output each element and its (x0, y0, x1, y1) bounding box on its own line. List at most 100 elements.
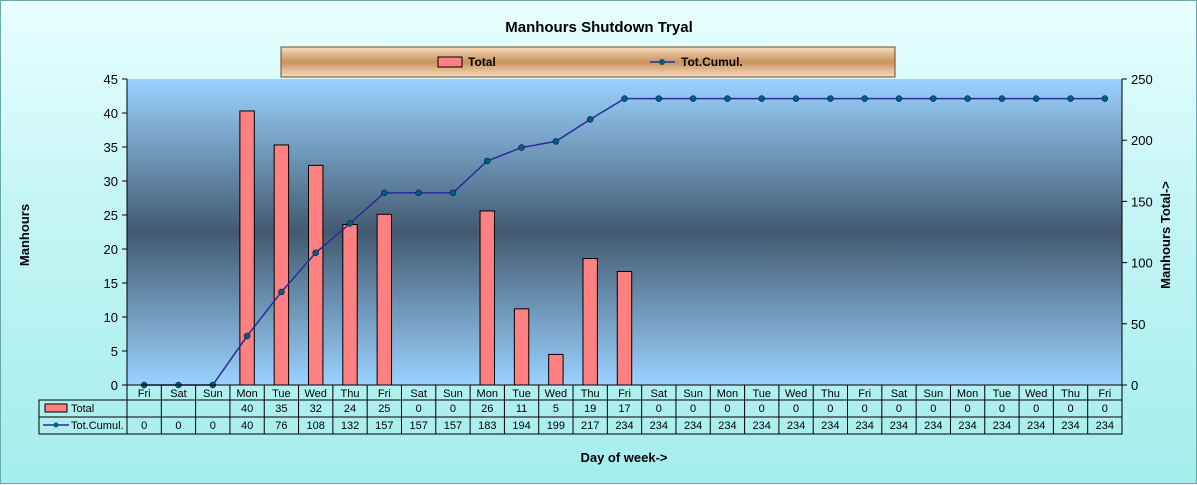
line-point (278, 288, 285, 296)
table-cell-cumul: 234 (855, 420, 873, 432)
table-cell-total: 25 (378, 403, 390, 415)
table-cell-cumul: 0 (210, 420, 216, 432)
x-tick-label: Fri (1098, 388, 1111, 400)
y-tick-label: 30 (104, 174, 118, 189)
line-point (930, 95, 937, 102)
table-cell-total: 0 (930, 403, 936, 415)
table-cell-cumul: 234 (821, 420, 839, 432)
line-point (346, 220, 354, 227)
table-cell-total: 26 (481, 403, 493, 415)
table-row-label-cumul: Tot.Cumul. (71, 420, 124, 432)
line-point (243, 332, 251, 340)
y-tick-label: 25 (104, 208, 118, 223)
table-cell-cumul: 234 (890, 420, 908, 432)
line-point (552, 138, 560, 145)
x-tick-label: Fri (138, 388, 151, 400)
bar (616, 270, 633, 386)
table-cell-total: 0 (656, 403, 662, 415)
table-cell-cumul: 234 (684, 420, 702, 432)
y2-tick-label: 0 (1131, 378, 1138, 393)
table-cell-total: 0 (690, 403, 696, 415)
bar (273, 144, 290, 386)
legend-label-total: Total (468, 55, 496, 69)
x-tick-label: Sun (203, 388, 223, 400)
x-tick-label: Fri (618, 388, 631, 400)
table-cell-total: 0 (724, 403, 730, 415)
table-cell-cumul: 234 (650, 420, 668, 432)
y-tick-label: 20 (104, 242, 118, 257)
y2-tick-label: 100 (1131, 256, 1153, 271)
y-tick-label: 40 (104, 106, 118, 121)
x-tick-label: Sun (443, 388, 463, 400)
line-series (140, 95, 1109, 389)
table-cell-cumul: 234 (958, 420, 976, 432)
table-cell-total: 0 (416, 403, 422, 415)
y2-axis-title: Manhours Total-> (1158, 181, 1173, 289)
x-tick-label: Sun (683, 388, 703, 400)
table-cell-cumul: 217 (581, 420, 599, 432)
x-tick-label: Sun (924, 388, 944, 400)
line-point (1101, 95, 1109, 102)
bar (548, 353, 564, 386)
y-axis-ticks: 0 5 10 15 20 25 30 35 40 45 (104, 72, 127, 393)
chart-title: Manhours Shutdown Tryal (505, 19, 693, 36)
x-tick-label: Tue (752, 388, 771, 400)
x-tick-label: Tue (512, 388, 531, 400)
bar-series (239, 110, 633, 386)
table-cell-cumul: 132 (341, 420, 359, 432)
table-cell-total: 0 (1067, 403, 1073, 415)
bar (342, 224, 358, 386)
x-tick-label: Thu (821, 388, 840, 400)
line-point (449, 189, 457, 197)
x-tick-label: Sat (410, 388, 427, 400)
table-cell-total: 0 (896, 403, 902, 415)
y2-tick-label: 50 (1131, 317, 1145, 332)
table-cell-total: 0 (1033, 403, 1039, 415)
table-cell-total: 0 (450, 403, 456, 415)
line-point (895, 95, 903, 102)
line-point (655, 95, 663, 102)
table-cell-cumul: 157 (409, 420, 427, 432)
y-tick-label: 15 (104, 276, 118, 291)
line-point (724, 95, 731, 102)
x-tick-label: Sat (170, 388, 187, 400)
x-tick-label: Mon (477, 388, 498, 400)
x-tick-label: Sat (891, 388, 908, 400)
line-point (415, 189, 422, 197)
table-cell-cumul: 234 (1096, 420, 1114, 432)
y-tick-label: 0 (111, 378, 118, 393)
table-cell-total: 0 (999, 403, 1005, 415)
y-tick-label: 10 (104, 310, 118, 325)
line-point (758, 95, 765, 102)
line-point (827, 95, 834, 102)
y2-tick-label: 150 (1131, 194, 1153, 209)
line-point (484, 157, 491, 165)
table-row-label-total: Total (71, 403, 94, 415)
table-cell-cumul: 234 (1027, 420, 1045, 432)
table-cell-total: 35 (275, 403, 287, 415)
bar (376, 213, 393, 386)
legend-label-cumul: Tot.Cumul. (681, 55, 743, 69)
legend-marker-cumul (659, 59, 665, 65)
y-tick-label: 45 (104, 72, 118, 87)
y-tick-label: 5 (111, 344, 118, 359)
line-point (1032, 95, 1040, 102)
line-point (792, 95, 800, 102)
bar (582, 258, 598, 386)
table-cell-cumul: 157 (444, 420, 462, 432)
legend: Total Tot.Cumul. (280, 46, 896, 78)
x-tick-label: Thu (581, 388, 600, 400)
x-tick-label: Mon (236, 388, 257, 400)
x-tick-label: Tue (272, 388, 291, 400)
y-axis-title: Manhours (17, 204, 32, 266)
x-axis-title: Day of week-> (580, 450, 667, 465)
table-cell-cumul: 76 (275, 420, 287, 432)
table-cell-total: 17 (618, 403, 630, 415)
table-cell-cumul: 0 (175, 420, 181, 432)
table-key-total (44, 403, 68, 413)
table-cell-total: 5 (553, 403, 559, 415)
table-cell-cumul: 199 (547, 420, 565, 432)
y2-tick-label: 250 (1131, 72, 1153, 87)
x-tick-label: Mon (717, 388, 738, 400)
x-tick-label: Wed (785, 388, 807, 400)
